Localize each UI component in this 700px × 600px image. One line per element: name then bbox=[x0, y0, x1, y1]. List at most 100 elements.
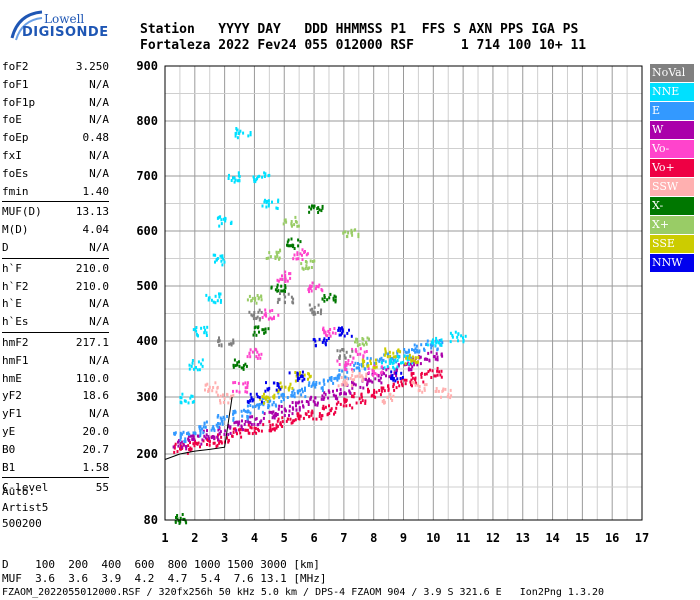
echo-point bbox=[341, 329, 344, 333]
echo-point bbox=[253, 422, 256, 426]
echo-point bbox=[297, 401, 300, 405]
echo-point bbox=[321, 386, 324, 390]
echo-point bbox=[251, 405, 254, 409]
echo-point bbox=[279, 387, 282, 391]
echo-point bbox=[380, 361, 383, 365]
echo-point bbox=[335, 402, 338, 406]
echo-point bbox=[351, 368, 353, 372]
echo-point bbox=[318, 283, 321, 287]
echo-point bbox=[264, 389, 267, 393]
echo-point bbox=[337, 326, 340, 330]
echo-point bbox=[264, 327, 267, 331]
echo-point bbox=[216, 443, 219, 447]
echo-point bbox=[199, 445, 201, 449]
echo-point bbox=[188, 448, 191, 451]
echo-point bbox=[304, 260, 307, 263]
echo-point bbox=[279, 381, 282, 385]
echo-point bbox=[279, 248, 281, 252]
echo-point bbox=[280, 393, 283, 397]
echo-point bbox=[300, 393, 303, 397]
echo-point bbox=[353, 382, 356, 386]
echo-point bbox=[248, 351, 251, 355]
echo-point bbox=[391, 377, 394, 381]
echo-point bbox=[242, 382, 245, 386]
echo-point bbox=[226, 415, 229, 418]
echo-point bbox=[288, 371, 291, 375]
echo-point bbox=[259, 397, 262, 401]
echo-point bbox=[284, 284, 287, 288]
echo-point bbox=[382, 366, 385, 370]
echo-point bbox=[264, 397, 267, 401]
echo-point bbox=[189, 448, 192, 452]
echo-point bbox=[457, 332, 460, 336]
logo-arc-icon bbox=[10, 10, 43, 41]
echo-point bbox=[230, 179, 233, 182]
echo-point bbox=[267, 406, 270, 410]
echo-point bbox=[278, 298, 281, 302]
echo-point bbox=[249, 415, 252, 419]
echo-point bbox=[462, 336, 464, 340]
echo-point bbox=[245, 364, 248, 368]
x-tick-label: 2 bbox=[191, 531, 198, 545]
echo-point bbox=[302, 405, 305, 409]
echo-point bbox=[365, 341, 367, 344]
echo-point bbox=[312, 206, 315, 210]
param-key: hmE bbox=[2, 371, 22, 385]
echo-point bbox=[261, 402, 263, 406]
echo-point bbox=[232, 393, 235, 397]
echo-point bbox=[266, 199, 268, 203]
echo-point bbox=[301, 248, 304, 252]
param-value: N/A bbox=[89, 113, 109, 127]
x-tick-labels: 1 2 3 4 5 6 7 8 9 10 11 12 13 14 15 16 17 bbox=[161, 531, 649, 545]
plot-frame bbox=[164, 65, 643, 521]
echo-point bbox=[239, 427, 242, 431]
echo-point bbox=[253, 330, 256, 334]
echo-point bbox=[236, 432, 238, 436]
echo-point bbox=[400, 380, 403, 384]
echo-point bbox=[330, 407, 333, 411]
echo-point bbox=[199, 432, 202, 436]
echo-point bbox=[428, 359, 431, 363]
param-key: yF2 bbox=[2, 389, 22, 403]
echo-point bbox=[210, 428, 213, 432]
echo-point bbox=[275, 250, 278, 254]
echo-point bbox=[410, 358, 413, 362]
echo-point bbox=[274, 257, 277, 260]
echo-point bbox=[386, 355, 389, 359]
param-value: N/A bbox=[89, 95, 109, 109]
echo-point bbox=[242, 364, 245, 368]
echo-point bbox=[368, 377, 370, 381]
echo-point bbox=[236, 128, 239, 132]
echo-point bbox=[238, 428, 240, 432]
param-value: N/A bbox=[89, 240, 109, 254]
echo-point bbox=[182, 517, 185, 521]
echo-point bbox=[195, 329, 198, 333]
echo-point bbox=[311, 411, 314, 415]
echo-point bbox=[217, 339, 220, 343]
echo-point bbox=[342, 231, 345, 235]
echo-point bbox=[450, 394, 453, 398]
echo-point bbox=[355, 337, 358, 341]
echo-point bbox=[236, 136, 239, 140]
echo-point bbox=[271, 427, 274, 431]
echo-point bbox=[219, 401, 222, 405]
echo-point bbox=[414, 376, 417, 380]
param-row: fxI N/A bbox=[2, 147, 109, 165]
echo-point bbox=[220, 222, 223, 226]
echo-point bbox=[389, 354, 392, 358]
echo-point bbox=[232, 363, 235, 367]
echo-point bbox=[252, 333, 255, 337]
echo-point bbox=[303, 251, 306, 254]
echo-point bbox=[253, 430, 256, 434]
echo-point bbox=[352, 368, 355, 372]
echo-point bbox=[261, 395, 264, 399]
echo-point bbox=[212, 441, 215, 445]
echo-point bbox=[339, 327, 342, 331]
echo-point bbox=[392, 394, 395, 398]
echo-point bbox=[213, 441, 216, 445]
echo-point bbox=[243, 422, 246, 426]
echo-point bbox=[440, 353, 443, 357]
echo-point bbox=[362, 356, 365, 360]
echo-point bbox=[353, 378, 356, 382]
echo-point bbox=[262, 423, 265, 427]
